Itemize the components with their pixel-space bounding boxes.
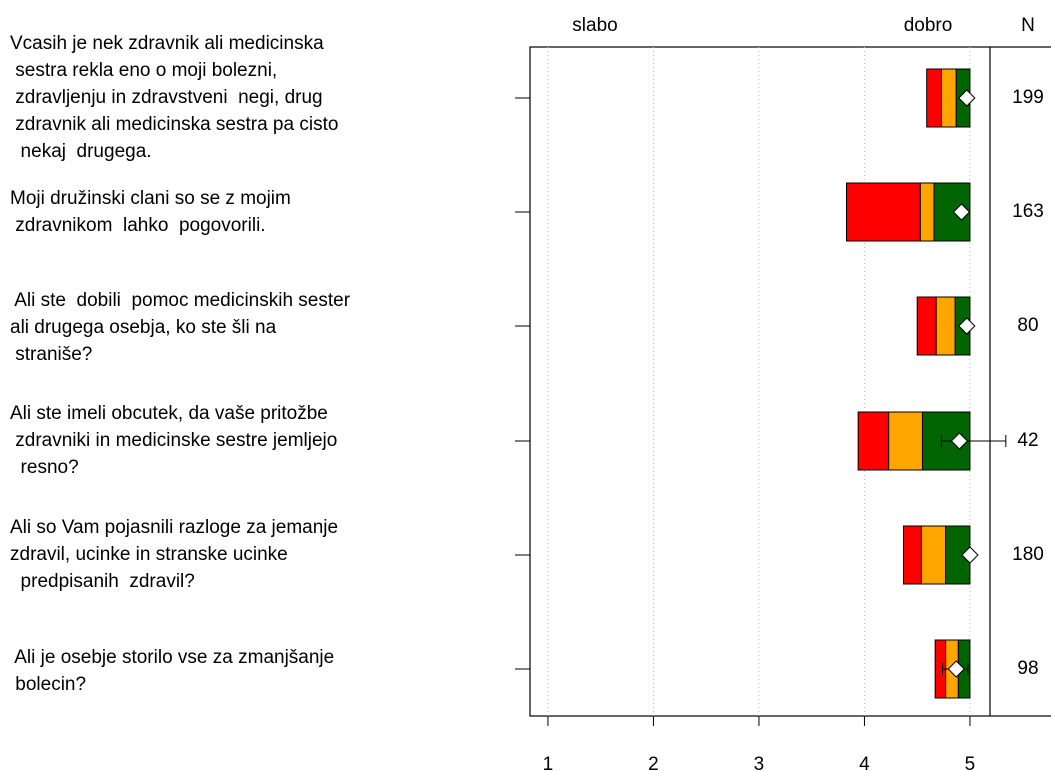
mean-marker — [958, 89, 976, 107]
mean-marker — [952, 203, 971, 221]
n-value: 163 — [1012, 201, 1044, 222]
n-value: 98 — [1017, 658, 1038, 679]
question-label: Moji družinski clani so se z mojim zdrav… — [10, 188, 291, 236]
bar-segment — [935, 296, 956, 356]
n-value: 80 — [1017, 315, 1038, 336]
question-label: Ali so Vam pojasnili razloge za jemanje … — [10, 517, 339, 592]
question-label: Vcasih je nek zdravnik ali medicinska se… — [10, 33, 339, 162]
mean-marker — [961, 546, 979, 564]
bar-segment — [888, 411, 923, 471]
bar-segment — [920, 525, 947, 585]
question-label: Ali ste dobili pomoc medicinskih sester … — [10, 290, 351, 365]
question-label: Ali ste imeli obcutek, da vaše pritožbe … — [10, 403, 338, 478]
header-n: N — [1021, 15, 1035, 36]
bar-segment — [926, 68, 942, 128]
mean-marker — [950, 432, 969, 450]
bar-segment — [846, 182, 921, 242]
bar-segment — [857, 411, 890, 471]
bar-segment — [916, 296, 937, 356]
question-label: Ali je osebje storilo vse za zmanjšanje … — [14, 647, 335, 695]
bar-segment — [919, 182, 935, 242]
header-right: dobro — [904, 15, 953, 36]
x-tick-label: 1 — [543, 754, 554, 771]
header-left: slabo — [572, 15, 617, 36]
bar-segment — [940, 68, 957, 128]
n-value: 42 — [1017, 430, 1038, 451]
x-tick-label: 3 — [754, 754, 765, 771]
n-value: 180 — [1012, 544, 1044, 565]
x-tick-label: 2 — [648, 754, 659, 771]
x-tick-label: 4 — [859, 754, 870, 771]
mean-marker — [947, 660, 965, 678]
x-tick-label: 5 — [965, 754, 976, 771]
bar-segment — [902, 525, 922, 585]
mean-marker — [958, 317, 976, 335]
plot-frame — [529, 46, 1051, 717]
n-value: 199 — [1012, 87, 1044, 108]
